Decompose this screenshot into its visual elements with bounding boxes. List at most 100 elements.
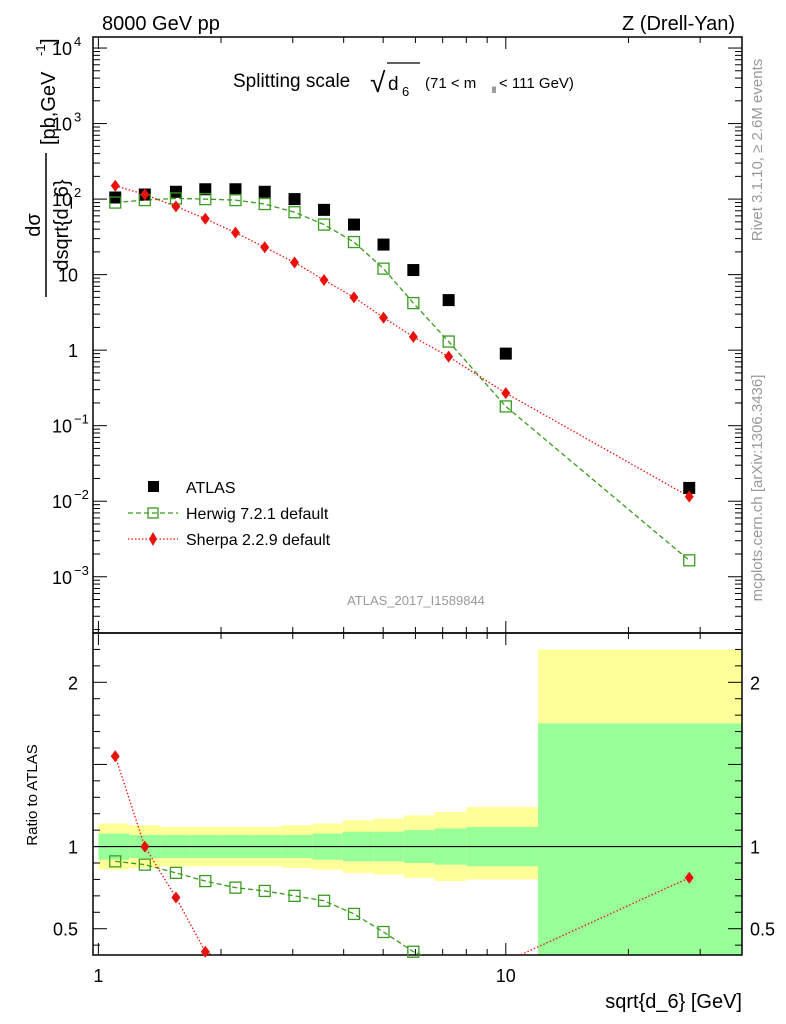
marker-main [407,296,420,310]
y-tick-label: 1 [68,341,78,361]
y-tick-label-exp: −3 [74,563,89,578]
marker-main [229,193,242,207]
plot-title: Splitting scale √ d 6 (71 < m ll < 111 G… [233,62,574,99]
marker-ratio [169,866,183,880]
title-main: Splitting scale [233,71,350,92]
marker-ratio [347,907,361,921]
legend-label-sherpa: Sherpa 2.2.9 default [186,532,331,549]
y-tick-label: 10 [52,39,72,59]
marker-ratio [171,891,181,904]
marker-main [683,554,696,567]
stat-band [538,723,742,955]
marker-main [199,192,212,206]
y-tick-label: 10 [52,492,72,512]
marker-ratio [684,871,694,884]
marker-main [377,238,390,251]
marker-main [171,200,181,213]
series-line-ratio [114,756,690,955]
header-right: Z (Drell-Yan) [622,13,735,35]
x-tick-label: 10 [496,966,516,986]
y-tick-label: 10 [52,190,72,210]
ylabel-main: dσ dsqrt{d_6} [pb,GeV -1 ] [23,38,73,297]
y-tick-label: 10 [52,417,72,437]
marker-main [288,206,301,219]
legend-label-herwig: Herwig 7.2.1 default [186,506,329,523]
marker-ratio [140,840,150,853]
marker-main [499,347,512,360]
marker-main [109,196,122,209]
side-label-top: Rivet 3.1.10, ≥ 2.6M events [749,59,766,242]
ratio-y-tick-label-right: 1 [750,838,760,858]
ratio-y-tick-label-left: 0.5 [53,920,78,940]
marker-main [319,273,329,286]
marker-main [169,185,182,198]
analysis-label: ATLAS_2017_I1589844 [347,593,485,608]
ratio-y-tick-label-left: 2 [68,673,78,693]
marker-main [230,226,240,239]
marker-ratio [109,855,122,868]
marker-ratio [258,884,271,898]
title-range-open: (71 < m [425,75,476,92]
marker-main [499,400,512,413]
marker-main [199,183,212,196]
legend: ATLAS Herwig 7.2.1 default Sherpa 2.2.9 … [128,480,331,549]
title-range-sub: ll [492,85,496,95]
ylabel-unit-close: ] [38,38,60,44]
ylabel-den: dsqrt{d_6} [51,179,73,271]
marker-main [288,193,301,206]
marker-main [347,235,361,249]
legend-marker-sherpa [149,532,157,546]
marker-ratio [288,889,301,903]
series-line-main [115,185,690,498]
ratio-frame [92,632,743,956]
y-tick-label: 10 [52,115,72,135]
marker-main [317,218,331,231]
y-tick-label-exp: 4 [74,34,81,49]
y-tick-label-exp: −1 [74,412,89,427]
ratio-y-tick-label-right: 0.5 [750,920,775,940]
marker-main [258,197,271,211]
marker-main [407,264,420,277]
title-var: d [388,74,399,95]
ylabel-unit-open: [pb,GeV [38,71,60,145]
marker-main [408,330,418,343]
marker-main [140,188,150,201]
marker-main [258,185,271,198]
y-tick-label-exp: 3 [74,110,81,125]
marker-ratio [199,874,212,888]
marker-main [377,262,390,275]
marker-main [260,241,270,254]
legend-label-atlas: ATLAS [186,480,236,497]
y-tick-label-exp: −2 [74,487,89,502]
marker-main [347,218,360,231]
marker-main [444,350,454,363]
ratio-y-tick-label-left: 1 [68,838,78,858]
ylabel-num: dσ [23,213,45,237]
legend-marker-herwig [147,507,159,519]
y-tick-label: 10 [58,266,78,286]
marker-main [501,387,511,400]
legend-marker-atlas [148,481,159,492]
uncertainty-bands [98,649,742,955]
side-label-bottom: mcplots.cern.ch [arXiv:1306.3436] [749,375,766,602]
x-tick-label: 1 [93,966,103,986]
series-markers [109,179,696,958]
title-var-sub: 6 [402,84,409,99]
marker-main [200,212,210,225]
marker-ratio [229,881,242,894]
y-tick-label: 10 [52,568,72,588]
marker-ratio [200,945,210,958]
title-range-close: < 111 GeV) [499,75,574,92]
marker-main [442,294,455,307]
ylabel-unit-exp: -1 [33,44,48,56]
marker-main [683,481,696,494]
ratio-y-tick-label-right: 2 [750,673,760,693]
marker-main [684,490,694,503]
marker-main [379,311,389,324]
marker-ratio [377,925,390,939]
title-sqrt: √ [370,67,386,98]
y-tick-label-exp: 2 [74,185,81,200]
xlabel: sqrt{d_6} [GeV] [605,991,742,1013]
